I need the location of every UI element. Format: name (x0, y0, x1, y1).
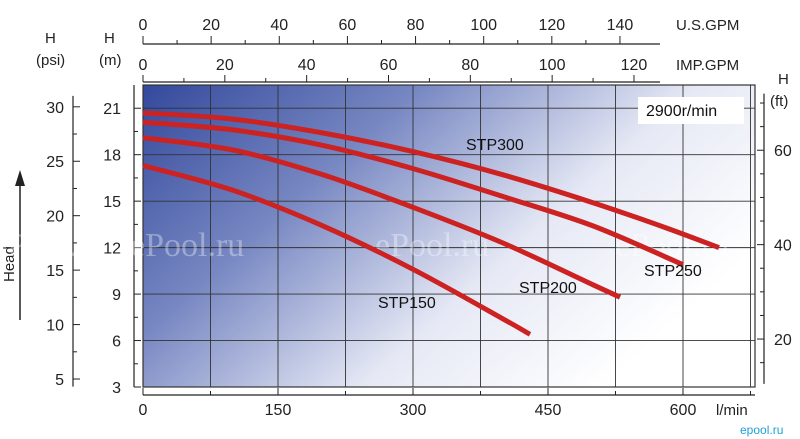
curve-stp150 (142, 163, 532, 337)
psi-tick-label: 20 (46, 209, 64, 226)
impgpm-tick-label: 80 (461, 57, 479, 74)
series-label-stp250: STP250 (644, 263, 702, 280)
speed-label-box (638, 97, 744, 124)
usgpm-tick-label: 0 (139, 17, 148, 34)
usgpm-tick-label: 80 (407, 17, 425, 34)
series-label-stp200: STP200 (519, 280, 577, 297)
head-arrow-icon (15, 170, 25, 186)
psi-axis-unit: (psi) (36, 52, 65, 69)
head-side-label: Head (1, 170, 25, 320)
usgpm-label: U.S.GPM (676, 17, 739, 34)
m-axis-unit: (m) (99, 52, 122, 69)
corner-watermark: epool.ru (740, 423, 783, 437)
usgpm-tick-label: 120 (538, 17, 565, 34)
impgpm-tick-label: 40 (298, 57, 316, 74)
impgpm-tick-label: 100 (539, 57, 566, 74)
lmin-label: l/min (716, 402, 748, 419)
plot-area-background (143, 85, 755, 387)
series-label-stp150: STP150 (378, 295, 436, 312)
usgpm-tick-label: 100 (470, 17, 497, 34)
psi-axis-title: H (45, 30, 56, 47)
impgpm-tick-label: 20 (216, 57, 234, 74)
m-tick-label: 6 (112, 334, 121, 351)
bottom-tick-label: 0 (139, 402, 148, 419)
watermark-2: ePool.ru (130, 227, 244, 264)
bottom-tick-label: 600 (670, 402, 697, 419)
psi-tick-label: 10 (46, 318, 64, 335)
watermark-1: ePool.ru (0, 227, 106, 264)
left-axis-psi: 5 10 15 20 25 30 (46, 95, 80, 389)
ft-tick-label: 20 (774, 332, 792, 349)
m-tick-label: 12 (103, 241, 121, 258)
m-tick-label: 9 (112, 287, 121, 304)
m-tick-label: 21 (103, 101, 121, 118)
curve-stp200 (142, 135, 622, 300)
usgpm-tick-label: 20 (202, 17, 220, 34)
curve-stp300 (142, 110, 720, 250)
m-tick-label: 3 (112, 380, 121, 397)
top-axis-usgpm: 0 20 40 60 80 100 120 140 (139, 17, 660, 45)
impgpm-tick-label: 0 (139, 57, 148, 74)
left-axis-meters: 3 6 9 12 15 18 21 (103, 85, 141, 397)
impgpm-label: IMP.GPM (676, 57, 739, 74)
plot-area-border (142, 84, 756, 388)
m-axis-title: H (104, 30, 115, 47)
series-label-stp300: STP300 (466, 137, 524, 154)
ft-axis-title: H (778, 71, 789, 88)
bottom-tick-label: 300 (400, 402, 427, 419)
right-axis-feet: 20 40 60 (757, 93, 792, 384)
performance-curves (142, 110, 720, 337)
usgpm-tick-label: 40 (270, 17, 288, 34)
ft-axis-unit: (ft) (770, 93, 788, 110)
top-axis-impgpm: 0 20 40 60 80 100 120 (139, 57, 660, 83)
bottom-axis-lmin: 0 150 300 450 600 (139, 388, 755, 419)
speed-label: 2900r/min (646, 103, 717, 120)
m-tick-label: 15 (103, 194, 121, 211)
impgpm-tick-label: 120 (621, 57, 648, 74)
m-tick-label: 18 (103, 148, 121, 165)
ft-tick-label: 60 (774, 143, 792, 160)
ft-tick-label: 40 (774, 238, 792, 255)
head-label: Head (1, 246, 18, 282)
curve-stp250 (142, 119, 684, 267)
psi-tick-label: 5 (55, 372, 64, 389)
usgpm-tick-label: 60 (339, 17, 357, 34)
psi-tick-label: 15 (46, 263, 64, 280)
usgpm-tick-label: 140 (607, 17, 634, 34)
psi-tick-label: 25 (46, 154, 64, 171)
impgpm-tick-label: 60 (380, 57, 398, 74)
bottom-tick-label: 150 (265, 402, 292, 419)
psi-tick-label: 30 (46, 100, 64, 117)
bottom-tick-label: 450 (535, 402, 562, 419)
